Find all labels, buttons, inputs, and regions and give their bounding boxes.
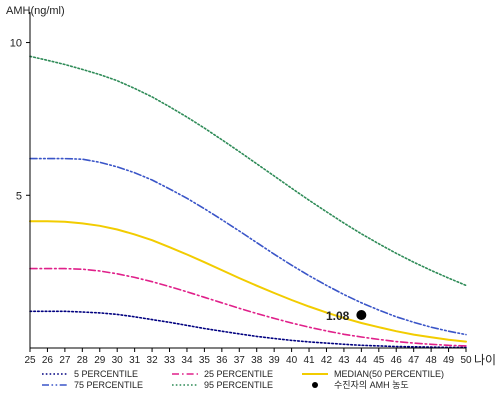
marker-layer: 1.08 — [326, 309, 367, 323]
legend-marker-swatch — [312, 382, 318, 388]
legend-label: MEDIAN(50 PERCENTILE) — [334, 369, 444, 379]
legend: 5 PERCENTILE 25 PERCENTILE MEDIAN(50 PERCE… — [42, 369, 444, 390]
x-tick-label: 49 — [443, 355, 455, 366]
patient-amh-value-label: 1.08 — [326, 309, 350, 323]
series-line-25-percentile — [29, 267, 467, 347]
x-tick-label: 44 — [356, 355, 368, 366]
x-tick-label: 40 — [286, 355, 298, 366]
y-axis-label: AMH(ng/ml) — [6, 5, 65, 17]
x-tick-label: 30 — [112, 355, 124, 366]
x-tick-label: 26 — [42, 355, 54, 366]
x-tick-label: 29 — [94, 355, 106, 366]
x-tick-label: 31 — [129, 355, 141, 366]
legend-label: 75 PERCENTILE — [74, 380, 143, 390]
x-tick-label: 32 — [147, 355, 159, 366]
legend-marker-label: 수진자의 AMH 농도 — [334, 380, 409, 390]
x-tick-label: 41 — [303, 355, 315, 366]
legend-label: 5 PERCENTILE — [74, 369, 138, 379]
series-layer — [29, 55, 467, 349]
y-tick-label: 5 — [16, 190, 22, 202]
x-tick-label: 34 — [181, 355, 193, 366]
x-tick-label: 33 — [164, 355, 176, 366]
x-tick-label: 46 — [391, 355, 403, 366]
x-tick-label: 43 — [338, 355, 350, 366]
x-tick-label: 25 — [24, 355, 36, 366]
series-line-95-percentile — [29, 55, 467, 287]
x-tick-label: 38 — [251, 355, 263, 366]
x-tick-label: 42 — [321, 355, 333, 366]
legend-label: 25 PERCENTILE — [204, 369, 273, 379]
x-tick-label: 45 — [373, 355, 385, 366]
series-line-median-50-percentile — [29, 220, 467, 343]
patient-amh-point — [356, 310, 367, 321]
legend-label: 95 PERCENTILE — [204, 380, 273, 390]
series-line-5-percentile — [29, 310, 467, 349]
x-tick-label: 27 — [59, 355, 71, 366]
x-tick-label: 50 — [460, 355, 472, 366]
x-axis-label: 나이 — [474, 353, 496, 367]
x-tick-label: 39 — [269, 355, 281, 366]
axes: 5 10 25 26 27 28 29 30 31 32 33 34 35 36 37 38 39 40 41 42 4… — [10, 12, 472, 366]
x-tick-label: 47 — [408, 355, 420, 366]
x-tick-label: 35 — [199, 355, 211, 366]
x-tick-label: 36 — [216, 355, 228, 366]
y-tick-label: 10 — [10, 38, 22, 50]
x-tick-label: 48 — [426, 355, 438, 366]
x-tick-label: 37 — [234, 355, 246, 366]
x-tick-label: 28 — [77, 355, 89, 366]
series-line-75-percentile — [29, 157, 467, 336]
